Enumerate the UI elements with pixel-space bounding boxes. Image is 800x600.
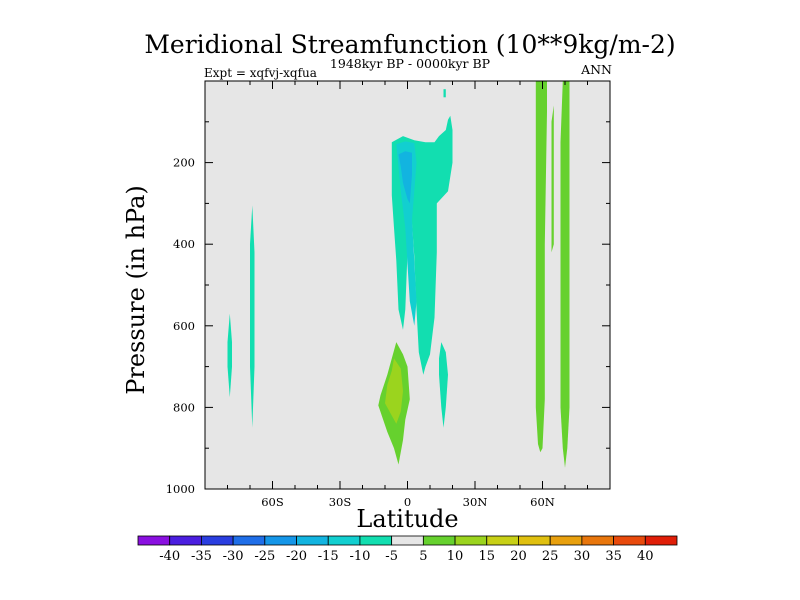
chart-title: Meridional Streamfunction (10**9kg/m-2) xyxy=(144,30,676,59)
colorbar-label: -5 xyxy=(385,549,398,564)
x-axis-label: Latitude xyxy=(356,505,459,533)
contour-region-lower-15n-cell xyxy=(439,342,448,428)
colorbar-label: 15 xyxy=(478,549,495,564)
y-tick-label: 1000 xyxy=(166,482,195,496)
colorbar-swatch xyxy=(613,535,646,546)
y-tick-label: 600 xyxy=(173,319,195,333)
colorbar-swatch xyxy=(201,535,234,546)
contour-region-sh-lower-core xyxy=(385,358,403,424)
colorbar-swatch xyxy=(327,535,361,546)
colorbar: -40 -35 -30 -25 -20 -15 -10 -5 5 10 15 20 25 30 35 40 xyxy=(137,535,678,564)
colorbar-swatch xyxy=(422,535,456,546)
axis-ticks: 60S 30S 0 30N 60N 200 400 600 800 1000 xyxy=(166,81,610,509)
experiment-label: Expt = xqfvj-xqfua xyxy=(204,66,317,80)
colorbar-swatch xyxy=(644,535,678,546)
colorbar-swatch xyxy=(454,535,488,546)
season-label: ANN xyxy=(581,62,612,77)
contour-region-sh-highlat-cell-b xyxy=(250,205,255,428)
colorbar-label: -15 xyxy=(318,549,339,564)
colorbar-label: -20 xyxy=(286,549,307,564)
colorbar-swatch xyxy=(232,535,266,546)
colorbar-label: 5 xyxy=(419,549,427,564)
contour-region-nh-jet-cell-b xyxy=(560,81,570,468)
colorbar-label: 40 xyxy=(637,549,654,564)
colorbar-label: 35 xyxy=(605,549,622,564)
contour-region-sh-highlat-cell-a xyxy=(227,313,232,398)
colorbar-swatch xyxy=(169,535,202,546)
x-tick-label: 60N xyxy=(530,495,555,509)
y-tick-label: 800 xyxy=(173,400,195,414)
colorbar-swatch xyxy=(581,535,614,546)
colorbar-swatch xyxy=(359,535,393,546)
colorbar-label: 30 xyxy=(574,549,591,564)
contour-region-nh-jet-cell-a xyxy=(535,81,547,453)
colorbar-swatch xyxy=(137,535,171,546)
colorbar-label: -40 xyxy=(159,549,180,564)
x-tick-label: 30N xyxy=(463,495,488,509)
contour-region-nh-jet-strip-narrow xyxy=(551,105,554,253)
contour-region-tropical-upper-core xyxy=(396,141,417,326)
colorbar-swatch xyxy=(549,535,583,546)
contour-region-tropical-deep-core xyxy=(398,151,412,204)
contour-region-cap-20n xyxy=(443,89,446,98)
colorbar-label: 10 xyxy=(447,549,464,564)
colorbar-label: 25 xyxy=(542,549,559,564)
colorbar-label: -25 xyxy=(254,549,275,564)
colorbar-label: -35 xyxy=(191,549,212,564)
colorbar-swatch xyxy=(296,535,329,546)
y-tick-label: 400 xyxy=(173,237,195,251)
colorbar-swatch xyxy=(518,535,551,546)
colorbar-swatch xyxy=(264,535,297,546)
colorbar-swatch xyxy=(486,535,519,546)
contour-regions xyxy=(227,81,570,468)
y-tick-label: 200 xyxy=(173,156,195,170)
colorbar-label: -30 xyxy=(223,549,244,564)
x-tick-label: 0 xyxy=(404,495,411,509)
colorbar-label: -10 xyxy=(349,549,370,564)
x-tick-label: 60S xyxy=(261,495,284,509)
x-tick-label: 30S xyxy=(329,495,352,509)
colorbar-label: 20 xyxy=(510,549,527,564)
period-label: 1948kyr BP - 0000kyr BP xyxy=(329,56,491,71)
colorbar-swatch xyxy=(391,535,424,546)
